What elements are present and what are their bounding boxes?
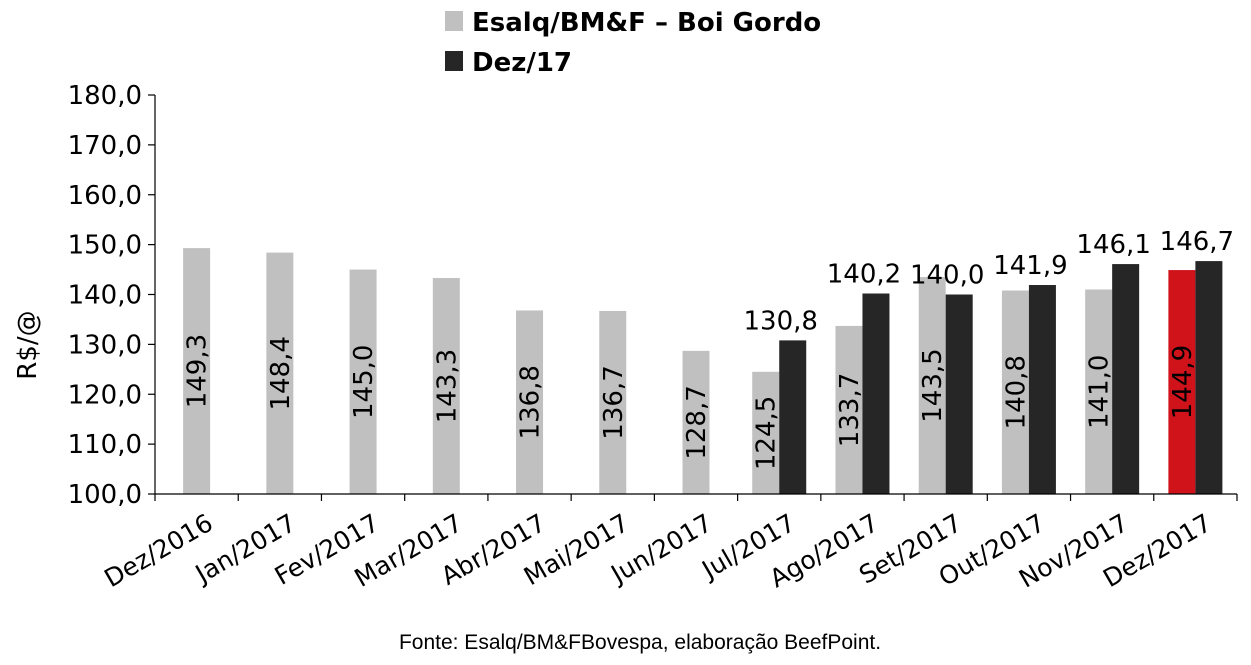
bar-dez17 — [1028, 285, 1056, 494]
bar-dez17 — [1112, 264, 1140, 494]
source-note: Fonte: Esalq/BM&FBovespa, elaboração Bee… — [399, 631, 881, 654]
bar-dez17 — [779, 340, 807, 494]
bar-esalq — [183, 248, 211, 494]
bar-esalq — [682, 350, 710, 494]
data-label-dez17: 146,1 — [1076, 230, 1150, 260]
bars: 149,3 148,4 145,0 143,3 136,8 136,7 128,7 124,5… — [183, 227, 1234, 494]
bar-esalq — [266, 252, 294, 494]
bar-esalq — [599, 310, 627, 494]
y-tick-label: 160,0 — [68, 181, 142, 211]
bar-esalq — [835, 325, 863, 494]
data-label-dez17: 140,2 — [827, 260, 901, 290]
data-label-esalq: 143,5 — [918, 348, 948, 422]
x-axis: Dez/2016Jan/2017Fev/2017Mar/2017Abr/2017… — [99, 493, 1238, 594]
data-label-esalq: 136,8 — [516, 365, 546, 439]
bar-esalq — [1001, 290, 1029, 494]
data-label-esalq: 145,0 — [349, 345, 379, 419]
data-label-dez17: 146,7 — [1160, 227, 1234, 257]
bar-esalq — [1168, 270, 1196, 494]
y-axis: 100,0 110,0 120,0 130,0 140,0 150,0 160,0 170,0… — [68, 81, 156, 510]
data-label-esalq: 143,3 — [432, 349, 462, 423]
bar-dez17 — [945, 294, 973, 494]
y-tick-label: 110,0 — [68, 430, 142, 460]
bar-esalq — [432, 278, 460, 494]
legend-label-esalq: Esalq/BM&F – Boi Gordo — [472, 8, 821, 38]
bar-esalq — [516, 310, 544, 494]
y-axis-label: R$/@ — [13, 310, 43, 379]
legend-label-dez17: Dez/17 — [472, 48, 572, 78]
legend: Esalq/BM&F – Boi Gordo Dez/17 — [445, 8, 821, 78]
data-label-esalq: 136,7 — [599, 365, 629, 439]
y-tick-label: 150,0 — [68, 231, 142, 261]
data-label-dez17: 130,8 — [744, 306, 818, 336]
data-label-dez17: 141,9 — [993, 251, 1067, 281]
data-label-esalq: 133,7 — [835, 373, 865, 447]
data-label-esalq: 128,7 — [682, 385, 712, 459]
bar-esalq — [1085, 289, 1113, 494]
y-tick-label: 120,0 — [68, 380, 142, 410]
y-tick-label: 180,0 — [68, 81, 142, 111]
y-tick-label: 170,0 — [68, 131, 142, 161]
y-tick-label: 130,0 — [68, 330, 142, 360]
legend-swatch-esalq — [445, 11, 463, 31]
bar-esalq — [752, 371, 780, 494]
data-label-esalq: 148,4 — [266, 336, 296, 410]
y-tick-label: 140,0 — [68, 281, 142, 311]
data-label-esalq: 124,5 — [752, 396, 782, 470]
data-label-esalq: 149,3 — [183, 334, 213, 408]
data-label-esalq: 141,0 — [1085, 355, 1115, 429]
bar-dez17 — [1195, 261, 1223, 494]
y-tick-label: 100,0 — [68, 480, 142, 510]
bar-esalq — [918, 277, 946, 494]
bar-dez17 — [862, 293, 890, 494]
data-label-esalq: 140,8 — [1001, 355, 1031, 429]
legend-swatch-dez17 — [445, 51, 463, 71]
bar-esalq — [349, 269, 377, 494]
data-label-dez17: 140,0 — [910, 261, 984, 291]
data-label-esalq: 144,9 — [1168, 345, 1198, 419]
